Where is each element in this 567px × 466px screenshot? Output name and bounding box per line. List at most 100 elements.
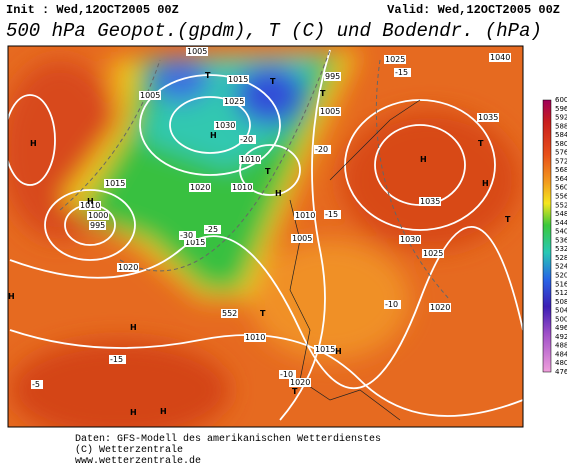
- colorbar-label: 556: [555, 193, 567, 201]
- label-box: [489, 53, 511, 62]
- pressure-center: H: [482, 179, 489, 188]
- contour-label: -20: [240, 135, 253, 144]
- label-box: [139, 91, 161, 100]
- colorbar-label: 512: [555, 289, 567, 297]
- colorbar-label: 544: [555, 219, 567, 227]
- contour-label: 1020: [190, 183, 210, 192]
- pressure-center: T: [260, 309, 266, 318]
- label-box: [79, 201, 101, 210]
- label-box: [384, 55, 406, 64]
- label-box: [117, 263, 139, 272]
- label-box: [289, 378, 311, 387]
- contour-label: -5: [32, 380, 40, 389]
- pressure-center: T: [265, 167, 271, 176]
- label-box: [319, 107, 341, 116]
- label-box: [324, 210, 341, 219]
- colorbar-label: 540: [555, 228, 567, 236]
- label-box: [221, 309, 238, 318]
- contour-label: -15: [110, 355, 123, 364]
- label-box: [184, 238, 206, 247]
- colorbar-label: 532: [555, 245, 567, 253]
- pressure-center: H: [130, 408, 137, 417]
- pressure-center: H: [275, 189, 282, 198]
- colorbar-label: 552: [555, 201, 567, 209]
- contour-label: 1040: [490, 53, 510, 62]
- label-box: [239, 135, 256, 144]
- pressure-center: T: [505, 215, 511, 224]
- label-box: [324, 72, 341, 81]
- colorbar-label: 560: [555, 184, 567, 192]
- contour-label: 1010: [240, 155, 260, 164]
- pressure-center: H: [87, 197, 94, 206]
- colorbar-label: 576: [555, 149, 567, 157]
- label-box: [291, 234, 313, 243]
- label-box: [89, 221, 106, 230]
- label-box: [239, 155, 261, 164]
- label-box: [109, 355, 126, 364]
- label-box: [394, 68, 411, 77]
- label-box: [279, 370, 296, 379]
- pressure-center: H: [8, 292, 15, 301]
- map-frame: [7, 45, 524, 428]
- label-box: [231, 183, 253, 192]
- label-box: [87, 211, 109, 220]
- pressure-center: H: [130, 323, 137, 332]
- colorbar-label: 536: [555, 236, 567, 244]
- contour-label: 1020: [290, 378, 310, 387]
- label-box: [179, 231, 196, 240]
- colorbar-label: 568: [555, 166, 567, 174]
- colorbar-label: 528: [555, 254, 567, 262]
- contour-label: 1025: [423, 249, 443, 258]
- init-time: Init : Wed,12OCT2005 00Z: [6, 3, 179, 17]
- colorbar-label: 524: [555, 263, 567, 271]
- contour-label: -15: [395, 68, 408, 77]
- contour-label: 1010: [245, 333, 265, 342]
- colorbar-label: 488: [555, 342, 567, 350]
- pressure-center: H: [335, 347, 342, 356]
- label-box: [189, 183, 211, 192]
- pressure-center: H: [30, 139, 37, 148]
- label-box: [399, 235, 421, 244]
- contour-label: 1005: [320, 107, 340, 116]
- footer-line: Daten: GFS-Modell des amerikanischen Wet…: [75, 433, 381, 445]
- label-box: [314, 145, 331, 154]
- colorbar-label: 592: [555, 114, 567, 122]
- colorbar-label: 476: [555, 368, 567, 376]
- contour-label: 995: [325, 72, 340, 81]
- colorbar-label: 584: [555, 131, 567, 139]
- contour-label: 1025: [224, 97, 244, 106]
- label-box: [186, 47, 208, 56]
- contour-label: 1030: [215, 121, 235, 130]
- contour-label: 1035: [478, 113, 498, 122]
- contour-label: 1035: [420, 197, 440, 206]
- contour-label: -30: [180, 231, 193, 240]
- label-box: [204, 225, 221, 234]
- contour-label: 1010: [232, 183, 252, 192]
- label-box: [429, 303, 451, 312]
- footer-line: www.wetterzentrale.de: [75, 455, 201, 466]
- label-box: [384, 300, 401, 309]
- footer-line: (C) Wetterzentrale: [75, 444, 183, 456]
- label-box: [422, 249, 444, 258]
- contour-label: 1015: [228, 75, 248, 84]
- label-box: [227, 75, 249, 84]
- colorbar-label: 480: [555, 359, 567, 367]
- contour-label: 1020: [118, 263, 138, 272]
- contour-label: 1015: [315, 345, 335, 354]
- contour-label: 1015: [105, 179, 125, 188]
- contour-label: -10: [280, 370, 293, 379]
- contour-label: 1005: [140, 91, 160, 100]
- contour-label: -15: [325, 210, 338, 219]
- colorbar-label: 548: [555, 210, 567, 218]
- colorbar-label: 492: [555, 333, 567, 341]
- contour-label: 1025: [385, 55, 405, 64]
- pressure-center: T: [270, 77, 276, 86]
- colorbar-label: 496: [555, 324, 567, 332]
- contour-label: 1030: [400, 235, 420, 244]
- contour-label: -20: [315, 145, 328, 154]
- map: [8, 46, 523, 427]
- label-box: [104, 179, 126, 188]
- pressure-center: T: [292, 387, 298, 396]
- pressure-center: H: [420, 155, 427, 164]
